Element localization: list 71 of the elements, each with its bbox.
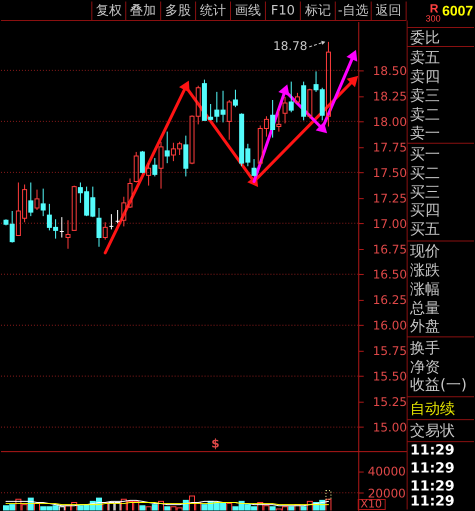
annotation: $ — [211, 436, 220, 451]
candlestick — [183, 135, 188, 177]
text: 买五 — [410, 220, 440, 238]
y-tick-label: 17.00 — [372, 216, 407, 231]
y-tick-label: 18.25 — [372, 89, 407, 104]
text: 外盘 — [410, 316, 440, 335]
y-tick-label: 16.00 — [372, 318, 407, 333]
y-tick-label: 15.50 — [372, 370, 407, 384]
text: 自动续 — [410, 400, 456, 418]
candlestick — [326, 41, 331, 127]
text: 总量 — [409, 298, 440, 317]
text: 买一 — [410, 145, 440, 164]
text: -自选 — [338, 4, 369, 19]
text: 委比 — [410, 28, 440, 46]
text: 多股 — [165, 4, 192, 19]
text: 标记 — [304, 4, 331, 19]
text: 返回 — [376, 4, 402, 19]
text: 卖五 — [410, 48, 440, 66]
y-tick-label: 16.75 — [372, 242, 407, 256]
text: 涨跌 — [410, 260, 440, 279]
text: 300 — [426, 13, 441, 24]
text: 涨幅 — [410, 280, 440, 298]
candlestick — [164, 131, 170, 164]
text: 买二 — [410, 164, 440, 182]
text: 买四 — [410, 201, 440, 220]
y-tick-label: 17.50 — [372, 166, 407, 180]
text: R — [430, 2, 439, 16]
point — [278, 84, 290, 96]
point — [179, 80, 190, 92]
y-tick-label: 16.50 — [372, 268, 407, 282]
y-tick-label: 17.25 — [372, 191, 407, 206]
candlestick — [66, 220, 70, 250]
text: 卖二 — [410, 105, 440, 124]
text: 11:29 — [410, 493, 455, 510]
candlestick — [282, 96, 288, 124]
point — [346, 50, 358, 62]
text: 收益(一) — [410, 376, 467, 394]
text: 叠加 — [130, 4, 156, 19]
text: 画线 — [234, 4, 261, 19]
y-tick-label: 15.00 — [372, 420, 407, 435]
text: 卖四 — [410, 67, 440, 86]
text: 复权 — [96, 4, 122, 19]
y-tick-label: 40000 — [368, 464, 406, 479]
candlestick — [270, 99, 276, 138]
text: 11:29 — [410, 478, 455, 495]
candlestick — [158, 141, 164, 190]
candlestick — [96, 208, 102, 248]
text: 11:29 — [410, 442, 455, 459]
y-tick-label: 18.00 — [372, 114, 407, 129]
text: 统计 — [200, 4, 226, 19]
annotation: 18.78 — [273, 38, 308, 53]
text: 换手 — [410, 338, 440, 357]
text: 6007 — [442, 2, 474, 19]
text: 卖三 — [410, 86, 440, 104]
candlestick — [276, 110, 282, 132]
text: 买三 — [410, 183, 440, 202]
y-tick-label: 17.75 — [372, 140, 407, 154]
y-tick-label: 16.25 — [372, 293, 407, 308]
y-tick-label: 15.25 — [372, 395, 407, 410]
point — [316, 122, 328, 134]
text: 11:29 — [410, 460, 455, 477]
text: 现价 — [410, 242, 440, 260]
point — [346, 76, 358, 88]
y-tick-label: 18.50 — [372, 64, 407, 78]
y-tick-label: 15.75 — [372, 344, 407, 358]
text: 卖一 — [410, 124, 440, 142]
candlestick — [146, 162, 152, 186]
text: 交易状 — [410, 422, 456, 440]
text: F10 — [270, 4, 295, 19]
candlestick — [40, 188, 46, 217]
text: 净资 — [410, 358, 440, 376]
